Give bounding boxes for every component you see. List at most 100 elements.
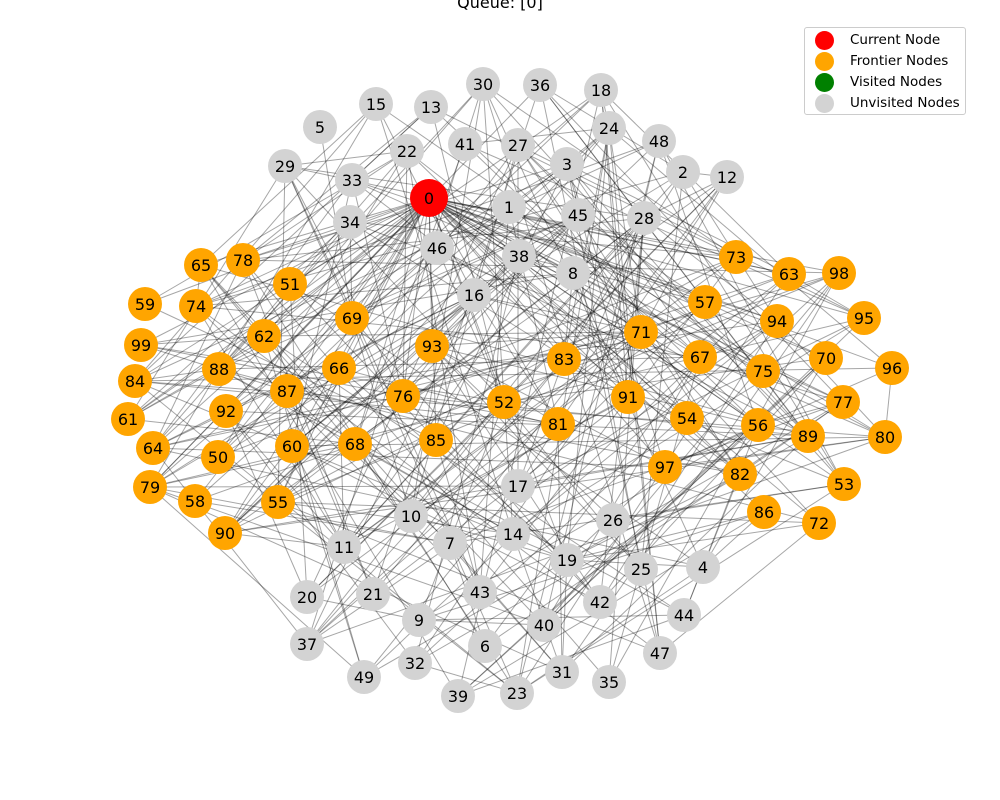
edge-56-93: [431, 345, 759, 426]
node-label-96: 96: [882, 359, 902, 378]
node-circle-87: [270, 374, 304, 408]
node-label-14: 14: [503, 525, 523, 544]
node-circle-91: [611, 380, 645, 414]
edge-41-95: [464, 143, 865, 319]
node-50: 50: [201, 440, 235, 474]
node-33: 33: [335, 163, 369, 197]
node-35: 35: [592, 665, 626, 699]
edge-0-76: [402, 197, 430, 397]
node-label-77: 77: [833, 393, 853, 412]
edge-15-84: [134, 103, 377, 382]
edge-19-84: [134, 380, 568, 561]
edge-53-91: [627, 396, 845, 485]
node-83: 83: [547, 342, 581, 376]
edge-12-71: [640, 176, 728, 333]
edge-50-73: [217, 256, 737, 458]
node-2: 2: [666, 155, 700, 189]
edge-61-68: [127, 418, 356, 445]
node-40: 40: [527, 608, 561, 642]
edge-13-84: [134, 106, 432, 382]
edge-24-83: [563, 127, 610, 360]
edge-15-65: [200, 103, 377, 266]
node-circle-30: [466, 67, 500, 101]
node-label-93: 93: [422, 337, 442, 356]
edge-16-71: [473, 294, 642, 333]
edge-34-61: [127, 221, 351, 420]
node-circle-85: [419, 423, 453, 457]
edge-10-52: [410, 401, 505, 517]
edge-2-50: [217, 171, 684, 458]
node-circle-29: [268, 149, 302, 183]
node-64: 64: [136, 431, 170, 465]
node-circle-41: [448, 127, 482, 161]
node-22: 22: [390, 134, 424, 168]
edge-9-40: [418, 619, 545, 626]
edge-11-45: [343, 214, 579, 548]
node-circle-74: [179, 289, 213, 323]
node-label-6: 6: [480, 637, 490, 656]
node-circle-92: [209, 394, 243, 428]
node-label-55: 55: [268, 493, 288, 512]
edge-28-37: [306, 217, 645, 645]
node-label-22: 22: [397, 142, 417, 161]
node-circle-37: [290, 627, 324, 661]
node-93: 93: [415, 329, 449, 363]
node-circle-28: [627, 201, 661, 235]
edge-14-94: [512, 320, 778, 535]
edge-19-86: [566, 511, 765, 561]
edge-22-50: [217, 150, 408, 458]
node-label-95: 95: [854, 309, 874, 328]
edge-63-76: [402, 273, 790, 397]
node-90: 90: [208, 516, 242, 550]
node-label-37: 37: [297, 635, 317, 654]
edge-11-74: [195, 305, 345, 548]
node-18: 18: [584, 73, 618, 107]
node-circle-81: [541, 407, 575, 441]
node-circle-50: [201, 440, 235, 474]
node-label-76: 76: [393, 387, 413, 406]
node-label-51: 51: [280, 275, 300, 294]
node-label-45: 45: [568, 206, 588, 225]
edge-80-90: [224, 436, 886, 534]
node-circle-80: [868, 420, 902, 454]
edge-14-31: [512, 533, 563, 673]
node-26: 26: [596, 503, 630, 537]
node-label-8: 8: [568, 264, 578, 283]
node-circle-15: [359, 87, 393, 121]
node-10: 10: [394, 499, 428, 533]
node-label-18: 18: [591, 81, 611, 100]
edge-38-57: [518, 255, 706, 303]
edge-44-56: [683, 424, 759, 616]
edge-90-93: [224, 345, 433, 534]
edge-45-57: [577, 214, 706, 303]
node-label-65: 65: [191, 256, 211, 275]
edge-39-56: [457, 424, 759, 697]
edge-16-77: [473, 294, 844, 403]
node-label-20: 20: [297, 588, 317, 607]
edge-71-72: [640, 331, 820, 524]
edge-15-79: [149, 103, 377, 488]
node-48: 48: [642, 124, 676, 158]
node-88: 88: [202, 352, 236, 386]
edge-24-58: [194, 127, 610, 502]
node-circle-11: [327, 530, 361, 564]
edge-47-74: [195, 305, 661, 654]
node-label-91: 91: [618, 388, 638, 407]
edge-10-19: [410, 515, 568, 561]
edge-23-48: [516, 140, 660, 694]
edge-8-74: [195, 272, 574, 307]
edge-0-83: [428, 197, 565, 360]
node-circle-89: [791, 419, 825, 453]
node-3: 3: [550, 147, 584, 181]
node-circle-0: [410, 179, 448, 217]
edge-29-43: [284, 165, 481, 593]
node-61: 61: [111, 402, 145, 436]
node-circle-47: [643, 636, 677, 670]
edge-0-79: [149, 197, 430, 488]
node-circle-71: [624, 315, 658, 349]
node-81: 81: [541, 407, 575, 441]
edge-1-80: [508, 206, 886, 438]
node-51: 51: [273, 267, 307, 301]
node-circle-13: [414, 90, 448, 124]
